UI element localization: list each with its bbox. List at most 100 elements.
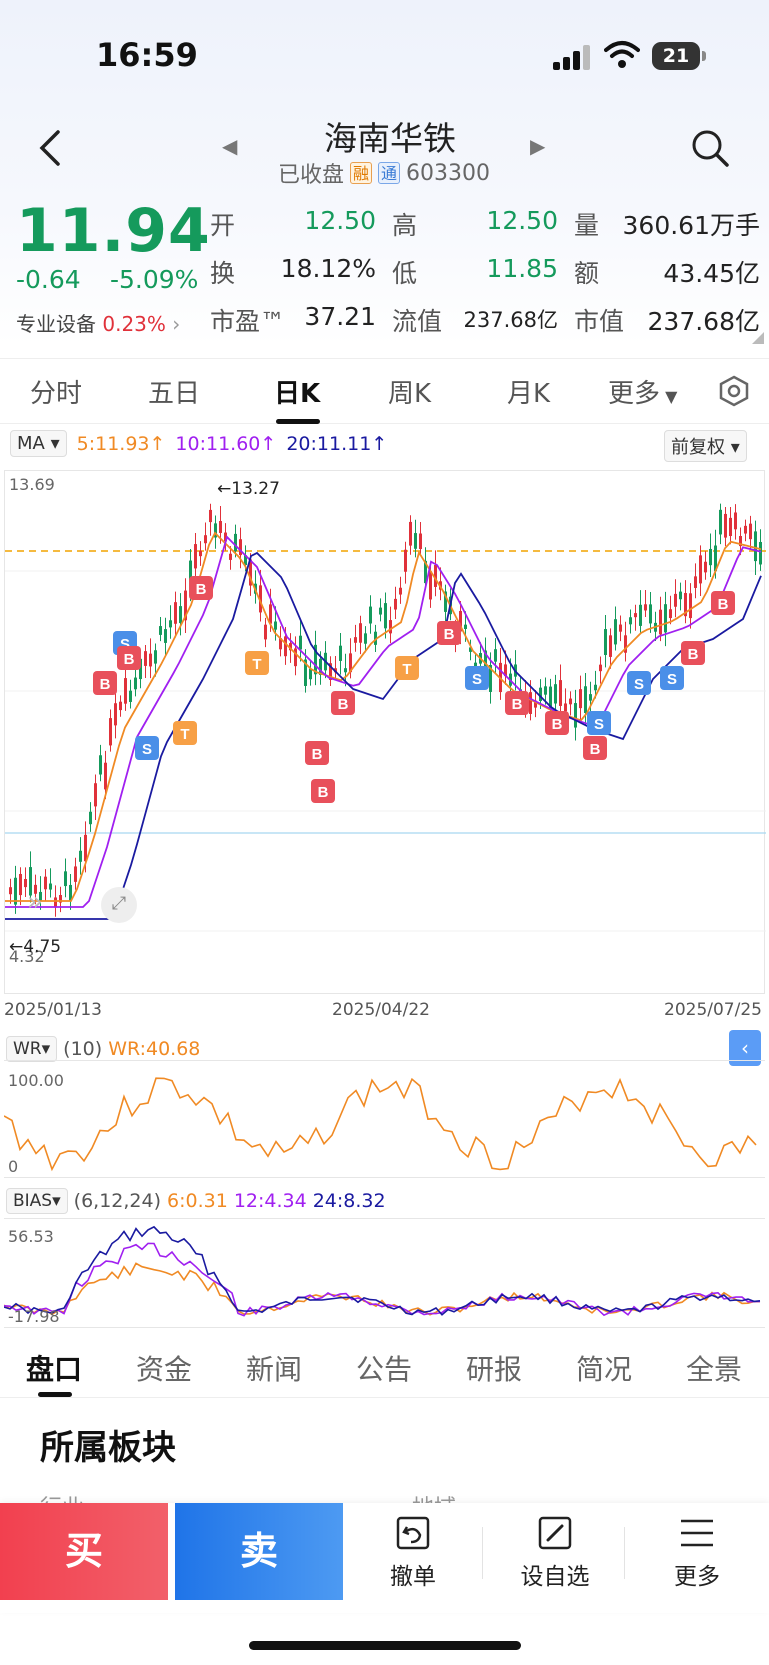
tab-more[interactable]: 更多 ▼ — [608, 373, 677, 410]
candle-body — [469, 647, 472, 652]
candle-body — [259, 585, 262, 613]
open-label: 开 — [210, 211, 236, 240]
signal-marker — [681, 641, 705, 665]
kline-ymin-label: 4.32 — [9, 947, 45, 966]
ma-line — [5, 535, 762, 908]
tab-overview[interactable]: 全景 — [686, 1353, 743, 1386]
tab-five-day[interactable]: 五日 — [148, 379, 201, 409]
adjust-selector[interactable]: 前复权 ▾ — [664, 430, 747, 462]
candle-body — [209, 509, 212, 523]
candle-body — [724, 513, 727, 538]
buy-button[interactable]: 买 — [0, 1503, 168, 1600]
ma-selector[interactable]: MA ▾ — [10, 430, 67, 457]
candle-body — [194, 544, 197, 569]
candle-body — [739, 535, 742, 547]
candle-body — [124, 678, 127, 704]
wr-chart[interactable]: 100.00 0 — [3, 1060, 765, 1178]
cancel-order-button[interactable]: 撤单 — [368, 1515, 458, 1591]
signal-marker-letter: B — [318, 784, 329, 801]
wr-value: WR:40.68 — [108, 1038, 201, 1060]
candle-body — [679, 591, 682, 600]
signal-marker-letter: B — [512, 696, 523, 713]
kline-high-value: 13.27 — [231, 479, 280, 499]
volume-label: 量 — [574, 211, 600, 240]
bias-line — [3, 1225, 761, 1316]
date-end: 2025/07/25 — [664, 1000, 762, 1020]
tab-news[interactable]: 新闻 — [246, 1353, 303, 1386]
candle-body — [489, 664, 492, 692]
signal-marker-letter: B — [590, 741, 601, 758]
add-watchlist-button[interactable]: 设自选 — [510, 1515, 600, 1591]
menu-icon — [681, 1519, 713, 1547]
next-stock-button[interactable]: ▶ — [530, 134, 546, 158]
candle-body — [94, 783, 97, 807]
candle-body — [79, 850, 82, 862]
tab-timeshare[interactable]: 分时 — [30, 379, 83, 409]
tab-weekly-k[interactable]: 周K — [388, 379, 432, 409]
candle-body — [529, 692, 532, 714]
tab-orderbook[interactable]: 盘口 — [26, 1353, 83, 1386]
candle-body — [619, 624, 622, 632]
price-change: -0.64 — [16, 265, 81, 294]
tab-daily-k[interactable]: 日K — [274, 379, 321, 409]
battery-tip — [702, 51, 706, 61]
prev-stock-button[interactable]: ◀ — [222, 134, 238, 158]
candle-body — [749, 523, 752, 540]
low-value: 11.85 — [486, 254, 558, 283]
tab-profile[interactable]: 简况 — [576, 1353, 633, 1386]
wr-line — [3, 1077, 757, 1172]
signal-marker — [711, 591, 735, 615]
candle-body — [474, 662, 477, 668]
connect-tag: 通 — [378, 162, 401, 184]
sell-button[interactable]: 卖 — [175, 1503, 343, 1600]
bias12-value: 12:4.34 — [233, 1190, 307, 1212]
candle-body — [684, 593, 687, 617]
bias-chart[interactable]: 56.53 -17.98 — [3, 1218, 765, 1328]
bias-selector[interactable]: BIAS▾ — [6, 1188, 68, 1214]
info-tab-indicator — [38, 1392, 72, 1397]
candle-body — [159, 626, 162, 635]
signal-marker — [465, 666, 489, 690]
scroll-left-icon[interactable]: » — [27, 887, 43, 917]
candle-body — [674, 593, 677, 607]
candle-body — [644, 604, 647, 611]
ma-line — [5, 551, 762, 920]
candle-body — [364, 633, 367, 644]
candle-body — [714, 545, 717, 572]
candle-body — [229, 553, 232, 560]
candle-body — [384, 603, 387, 629]
candle-body — [34, 884, 37, 894]
candle-body — [429, 571, 432, 600]
candle-body — [14, 877, 17, 905]
fullscreen-icon[interactable]: ⤢ — [101, 887, 137, 923]
tab-monthly-k[interactable]: 月K — [507, 379, 551, 409]
sector-link[interactable]: 专业设备 0.23% › — [16, 308, 180, 337]
tab-announcements[interactable]: 公告 — [356, 1353, 413, 1386]
candle-body — [634, 613, 637, 618]
candle-body — [19, 873, 22, 896]
tab-research[interactable]: 研报 — [466, 1353, 523, 1386]
candle-body — [179, 606, 182, 624]
expand-corner-icon[interactable] — [752, 332, 764, 344]
candle-body — [244, 555, 247, 566]
stock-code: 603300 — [406, 160, 490, 186]
tab-funds[interactable]: 资金 — [136, 1353, 193, 1386]
candle-body — [44, 876, 47, 890]
candle-body — [279, 638, 282, 650]
edit-icon — [538, 1516, 572, 1550]
candle-body — [249, 559, 252, 586]
settings-hex-icon[interactable] — [718, 375, 750, 407]
search-icon[interactable] — [690, 128, 730, 168]
more-button[interactable]: 更多 — [652, 1515, 742, 1591]
float-cap-label: 流值 — [392, 307, 443, 336]
kline-ymax-label: 13.69 — [9, 475, 55, 494]
chevron-right-icon: › — [172, 312, 181, 336]
back-button[interactable] — [36, 128, 64, 179]
sector-pct: 0.23% — [102, 312, 166, 336]
candle-body — [444, 591, 447, 612]
candle-body — [729, 517, 732, 537]
signal-marker — [587, 711, 611, 735]
wr-selector[interactable]: WR▾ — [6, 1036, 58, 1062]
